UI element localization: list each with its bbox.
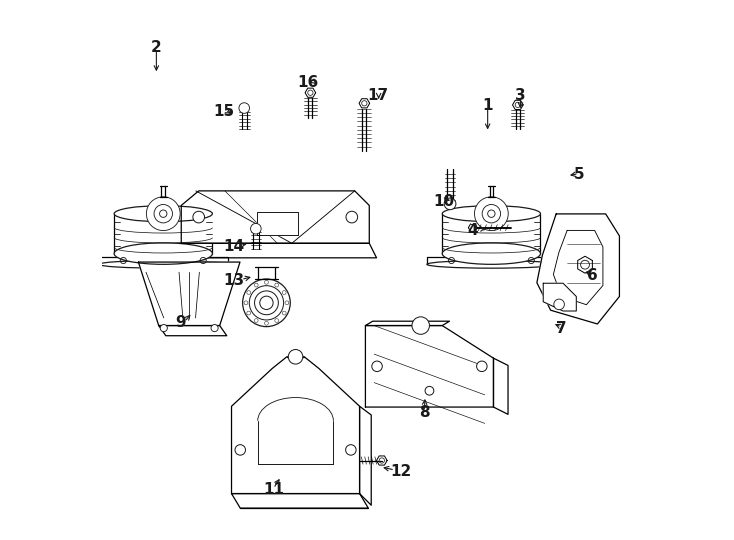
Polygon shape [231, 357, 360, 494]
Circle shape [346, 211, 357, 223]
Text: 8: 8 [419, 406, 429, 420]
Text: 5: 5 [573, 167, 584, 182]
Circle shape [239, 103, 250, 113]
Polygon shape [366, 326, 493, 407]
Circle shape [211, 325, 218, 332]
Text: 7: 7 [556, 321, 567, 336]
Text: 10: 10 [433, 194, 454, 208]
Ellipse shape [443, 206, 540, 222]
Circle shape [554, 299, 564, 309]
Polygon shape [159, 326, 227, 336]
Circle shape [288, 349, 303, 364]
Polygon shape [231, 494, 368, 508]
Polygon shape [553, 231, 603, 305]
Circle shape [476, 361, 487, 372]
Polygon shape [360, 406, 371, 505]
Polygon shape [578, 256, 592, 273]
Text: 13: 13 [223, 273, 244, 288]
Circle shape [160, 325, 167, 332]
Circle shape [444, 198, 456, 210]
Ellipse shape [99, 260, 228, 268]
Text: 6: 6 [586, 268, 597, 283]
Circle shape [412, 317, 429, 334]
Text: 3: 3 [515, 88, 526, 103]
Text: 15: 15 [214, 104, 235, 119]
Ellipse shape [443, 243, 540, 265]
Polygon shape [537, 214, 619, 324]
Polygon shape [427, 256, 556, 265]
Text: 9: 9 [175, 315, 186, 330]
Polygon shape [257, 212, 298, 234]
Circle shape [159, 210, 167, 218]
Circle shape [346, 444, 356, 455]
Circle shape [146, 197, 180, 231]
Polygon shape [359, 99, 370, 108]
Polygon shape [543, 283, 576, 311]
Text: 12: 12 [390, 464, 412, 478]
Polygon shape [181, 191, 369, 244]
Ellipse shape [115, 206, 212, 222]
Polygon shape [181, 244, 377, 258]
Polygon shape [305, 88, 316, 97]
Text: 2: 2 [151, 40, 161, 55]
Ellipse shape [115, 243, 212, 265]
Circle shape [425, 387, 434, 395]
Text: 17: 17 [367, 88, 388, 103]
Polygon shape [366, 321, 449, 326]
Text: 16: 16 [297, 75, 319, 90]
Circle shape [255, 291, 278, 315]
Circle shape [235, 444, 245, 455]
Circle shape [250, 224, 261, 234]
Text: 1: 1 [482, 98, 493, 113]
Circle shape [487, 210, 495, 218]
Circle shape [372, 361, 382, 372]
Ellipse shape [427, 260, 556, 268]
Polygon shape [139, 262, 240, 326]
Polygon shape [99, 256, 228, 265]
Circle shape [474, 197, 508, 231]
Circle shape [193, 211, 205, 223]
Text: 11: 11 [263, 482, 284, 497]
Polygon shape [493, 358, 508, 414]
Text: 14: 14 [223, 239, 244, 254]
Polygon shape [512, 100, 523, 110]
Text: 4: 4 [468, 223, 478, 238]
Circle shape [243, 279, 290, 327]
Polygon shape [377, 456, 387, 465]
